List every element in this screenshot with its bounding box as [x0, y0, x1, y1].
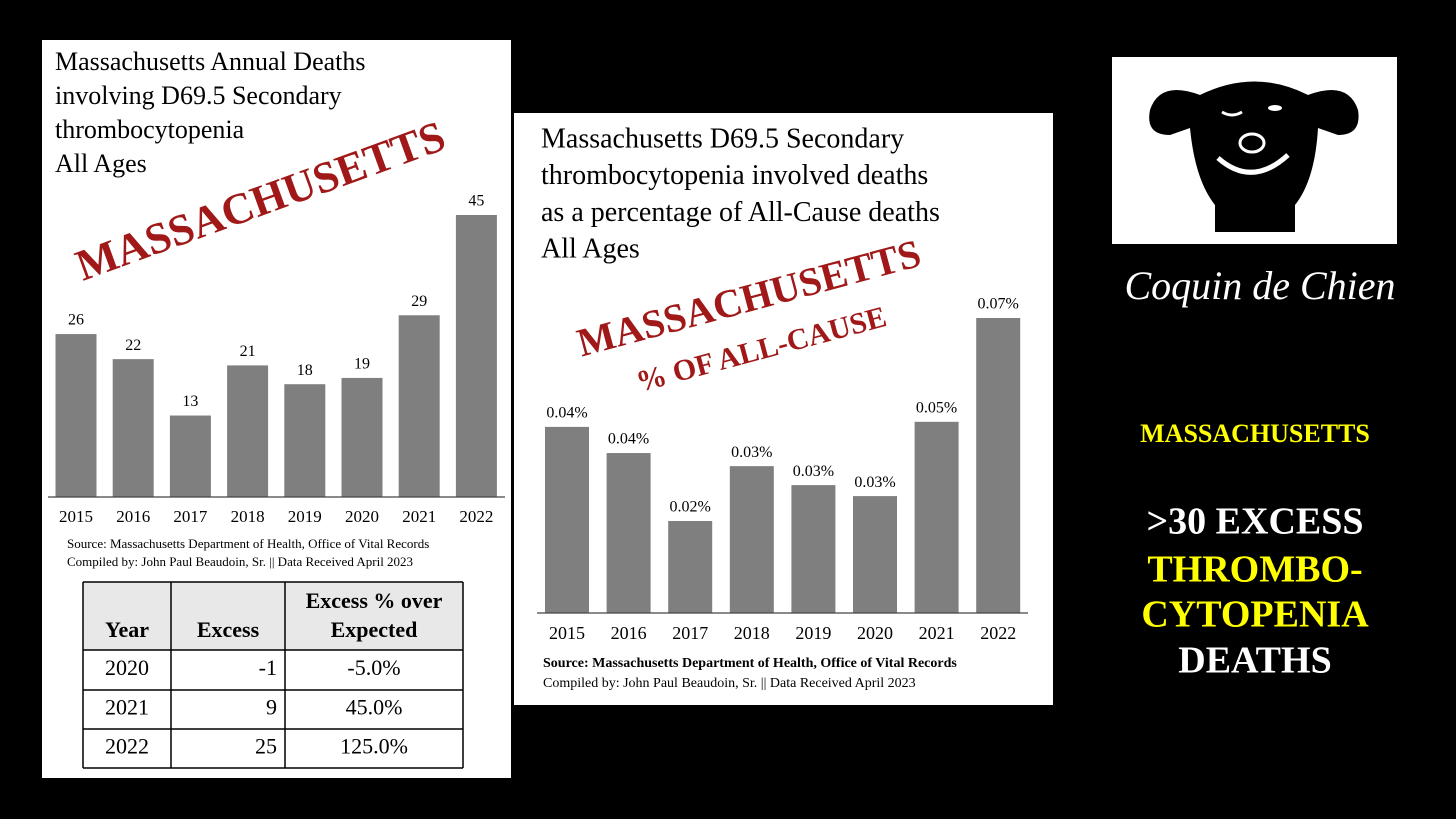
sidebar-text: MASSACHUSETTS	[1140, 419, 1370, 448]
sidebar-text: THROMBO-	[1147, 549, 1362, 591]
x-tick-label: 2020	[345, 507, 379, 526]
data-label: 0.05%	[916, 399, 957, 416]
chart-title: All Ages	[55, 149, 147, 178]
logo-name: Coquin de Chien	[1124, 263, 1395, 308]
data-label: 0.03%	[854, 474, 895, 491]
table-header-bg	[83, 582, 463, 650]
source-note: Source: Massachusetts Department of Heal…	[543, 656, 957, 671]
source-note: Source: Massachusetts Department of Heal…	[67, 536, 429, 551]
sidebar-text: >30 EXCESS	[1147, 501, 1364, 543]
bar	[914, 421, 959, 613]
chart-title: Massachusetts D69.5 Secondary	[541, 123, 904, 154]
dog-head	[1149, 81, 1359, 232]
x-tick-label: 2019	[795, 623, 831, 643]
bar	[227, 365, 269, 497]
table-cell: 9	[266, 695, 277, 720]
x-tick-label: 2016	[611, 623, 647, 643]
logo	[1112, 57, 1397, 244]
bar	[668, 520, 713, 613]
panel	[514, 113, 1053, 705]
x-tick-label: 2017	[672, 623, 708, 643]
table-cell: 125.0%	[340, 734, 408, 759]
bar	[55, 334, 97, 497]
data-label: 22	[125, 337, 141, 354]
dog-nose	[1238, 132, 1266, 154]
table-cell: 45.0%	[346, 695, 403, 720]
data-label: 0.02%	[670, 499, 711, 516]
chart-title: Massachusetts Annual Deaths	[55, 47, 366, 76]
table-header: Excess % over	[306, 588, 443, 613]
chart-title: thrombocytopenia	[55, 115, 245, 144]
data-label: 18	[297, 362, 313, 379]
bar	[853, 496, 897, 613]
bar	[729, 466, 774, 613]
table-header: Expected	[331, 617, 418, 642]
dog-mouth	[1216, 153, 1290, 175]
data-label: 45	[468, 193, 484, 210]
x-tick-label: 2018	[734, 623, 770, 643]
table-cell: 2020	[105, 655, 149, 680]
data-label: 13	[182, 393, 198, 410]
x-tick-label: 2015	[549, 623, 585, 643]
dog-eye	[1221, 110, 1243, 117]
x-tick-label: 2017	[173, 507, 208, 526]
table-cell: 2021	[105, 695, 149, 720]
x-tick-label: 2018	[231, 507, 265, 526]
table-cell: 2022	[105, 734, 149, 759]
x-tick-label: 2020	[857, 623, 893, 643]
chart-title: All Ages	[541, 234, 640, 265]
source-note: Compiled by: John Paul Beaudoin, Sr. || …	[67, 554, 413, 569]
data-label: 19	[354, 356, 370, 373]
chart-title: involving D69.5 Secondary	[55, 81, 342, 110]
table-header: Excess	[197, 617, 260, 642]
data-label: 0.04%	[608, 431, 649, 448]
bar	[976, 318, 1021, 613]
chart-title: thrombocytopenia involved deaths	[541, 160, 928, 191]
chart-title: as a percentage of All-Cause deaths	[541, 197, 940, 228]
bar	[341, 377, 383, 497]
table-cell: 25	[255, 734, 277, 759]
data-label: 26	[68, 312, 84, 329]
table-cell: -5.0%	[347, 655, 400, 680]
x-tick-label: 2021	[402, 507, 436, 526]
data-label: 0.07%	[978, 296, 1019, 313]
x-tick-label: 2019	[288, 507, 322, 526]
bar	[455, 215, 497, 497]
bar	[545, 426, 589, 613]
x-tick-label: 2022	[459, 507, 493, 526]
table-cell: -1	[259, 655, 277, 680]
data-label: 29	[411, 293, 427, 310]
x-tick-label: 2016	[116, 507, 150, 526]
sidebar-text: CYTOPENIA	[1141, 594, 1369, 636]
data-label: 0.03%	[731, 444, 772, 461]
dog-eye	[1268, 105, 1282, 111]
sidebar-text: DEATHS	[1178, 640, 1331, 682]
source-note: Compiled by: John Paul Beaudoin, Sr. || …	[543, 676, 916, 691]
bar	[398, 315, 440, 497]
x-tick-label: 2022	[980, 623, 1016, 643]
bar	[112, 359, 154, 497]
data-label: 0.03%	[793, 463, 834, 480]
bar	[284, 384, 326, 497]
bar	[606, 453, 651, 613]
bar	[791, 485, 836, 613]
x-tick-label: 2021	[919, 623, 955, 643]
data-label: 21	[240, 343, 256, 360]
table-header: Year	[105, 617, 149, 642]
data-label: 0.04%	[546, 405, 587, 422]
x-tick-label: 2015	[59, 507, 93, 526]
bar	[169, 415, 211, 497]
